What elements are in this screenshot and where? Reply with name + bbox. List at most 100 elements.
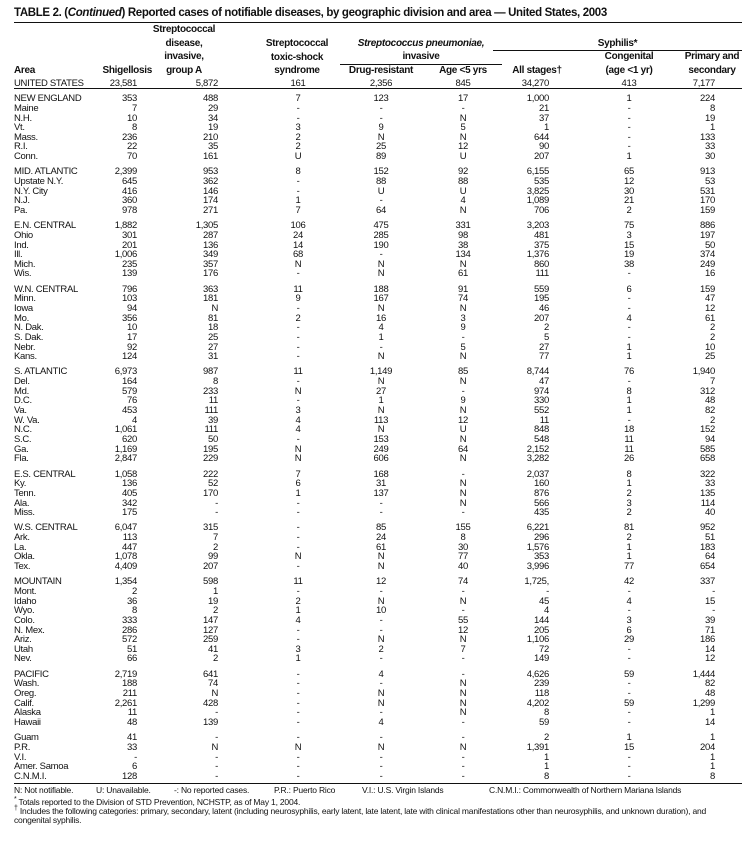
bottom-rule xyxy=(14,782,742,784)
cell-shigellosis: 201 xyxy=(122,239,137,251)
cell-strep-tss: - xyxy=(296,395,300,407)
division-row: W.N. CENTRAL 796 363 11 188 91 559 6 159 xyxy=(0,283,755,295)
cell-syphilis-primary-secondary: 19 xyxy=(705,112,715,124)
cell-shigellosis: 360 xyxy=(122,195,137,207)
cell-syphilis-congenital: - xyxy=(627,716,631,728)
cell-syphilis-all-stages: 1,725, xyxy=(524,576,549,588)
header-line: group A xyxy=(166,64,202,76)
table-row: P.R. 33 N N N N 1,391 15 204 xyxy=(0,741,755,753)
table-row: Ky. 136 52 6 31 N 160 1 33 xyxy=(0,479,755,489)
cell-area: Ga. xyxy=(14,443,29,455)
division-row: W.S. CENTRAL 6,047 315 - 85 155 6,221 81 952 xyxy=(0,523,755,533)
cell-strep-tss: - xyxy=(296,522,300,534)
cell-syphilis-congenital: 1 xyxy=(626,732,632,744)
table-row: N. Mex. 286 127 - - 12 205 6 71 xyxy=(0,624,755,636)
cell-syphilis-primary-secondary: 114 xyxy=(700,497,716,509)
cell-syphilis-all-stages: 1,089 xyxy=(526,195,550,207)
cell-syphilis-congenital: 2 xyxy=(626,487,632,499)
cell-syphilis-all-stages: 111 xyxy=(535,268,549,280)
cell-drug-resistant: 1,149 xyxy=(369,366,393,378)
cell-drug-resistant: 27 xyxy=(376,385,386,397)
cell-syphilis-congenital: - xyxy=(627,707,631,719)
cell-syphilis-all-stages: 860 xyxy=(534,258,549,270)
cell-syphilis-primary-secondary: 8 xyxy=(710,102,715,114)
cell-strep-a: 287 xyxy=(203,229,218,241)
cell-strep-a: 19 xyxy=(208,122,218,134)
cell-area: Del. xyxy=(14,376,30,388)
cell-shigellosis: 1,058 xyxy=(114,468,138,480)
cell-syphilis-congenital: - xyxy=(627,414,631,426)
cell-strep-tss: - xyxy=(296,624,300,636)
cell-shigellosis: 76 xyxy=(127,395,137,407)
cell-syphilis-all-stages: 296 xyxy=(534,532,549,543)
table-row: La. 447 2 - 61 30 1,576 1 183 xyxy=(0,541,755,553)
cell-shigellosis: 333 xyxy=(122,614,137,626)
cell-drug-resistant: 4 xyxy=(378,716,384,728)
cell-area: Mass. xyxy=(14,131,38,143)
cell-age-under-5: - xyxy=(461,653,465,665)
cell-area: W. Va. xyxy=(14,414,40,426)
header-line: toxic-shock xyxy=(270,51,324,63)
cell-strep-tss: 11 xyxy=(293,366,303,378)
cell-shigellosis: 2,399 xyxy=(114,166,138,178)
cell-strep-a: 136 xyxy=(203,239,218,251)
cell-strep-a: 27 xyxy=(208,341,218,353)
cell-strep-tss: 2 xyxy=(295,131,301,143)
cell-drug-resistant: 1 xyxy=(378,331,384,343)
cell-syphilis-all-stages: 1 xyxy=(544,122,549,134)
cell-syphilis-all-stages: 1 xyxy=(544,761,549,773)
cell-age-under-5: - xyxy=(461,770,465,782)
cell-syphilis-all-stages: 8 xyxy=(544,707,549,719)
cell-strep-tss: 4 xyxy=(295,424,301,436)
cell-shigellosis: 356 xyxy=(122,312,137,324)
cell-shigellosis: 10 xyxy=(127,322,137,334)
cell-strep-tss: - xyxy=(296,561,300,572)
footnote-legend: N: Not notifiable. U: Unavailable. -: No… xyxy=(14,785,744,796)
cell-age-under-5: N xyxy=(459,112,467,124)
dagger-mark: † xyxy=(14,804,18,812)
cell-syphilis-congenital: 65 xyxy=(624,166,634,178)
cell-strep-tss: 4 xyxy=(295,614,301,626)
cell-age-under-5: N xyxy=(459,258,467,270)
cell-strep-a: 39 xyxy=(208,414,218,426)
cell-strep-a: 363 xyxy=(203,283,218,295)
cell-syphilis-primary-secondary: 658 xyxy=(700,453,715,465)
table-row: Upstate N.Y. 645 362 - 88 88 535 12 53 xyxy=(0,177,755,187)
cell-strep-tss: 161 xyxy=(290,78,306,89)
cell-strep-tss: - xyxy=(296,541,300,553)
cell-syphilis-congenital: 59 xyxy=(624,668,634,680)
cell-shigellosis: 1,882 xyxy=(114,220,138,232)
cell-syphilis-congenital: 1 xyxy=(626,395,632,407)
division-row: S. ATLANTIC 6,973 987 11 1,149 85 8,744 76 1,940 xyxy=(0,367,755,377)
cell-syphilis-all-stages: 1,000 xyxy=(526,93,550,105)
cell-syphilis-all-stages: 46 xyxy=(539,302,549,314)
cell-strep-a: 18 xyxy=(208,322,218,334)
table-row: Hawaii 48 139 - 4 - 59 - 14 xyxy=(0,716,755,728)
cell-strep-tss: 3 xyxy=(295,643,301,655)
cell-shigellosis: 301 xyxy=(122,229,137,241)
cell-area: Wyo. xyxy=(14,605,35,617)
cell-area: Ky. xyxy=(14,478,27,490)
cell-strep-a: - xyxy=(215,497,218,509)
table-row: Kans. 124 31 - N N 77 1 25 xyxy=(0,352,755,362)
cell-shigellosis: 92 xyxy=(127,341,137,353)
cell-drug-resistant: N xyxy=(377,634,385,646)
cell-syphilis-all-stages: 1,376 xyxy=(526,249,550,261)
cell-drug-resistant: N xyxy=(377,741,385,753)
cell-strep-a: 146 xyxy=(203,185,218,197)
table-row: R.I. 22 35 2 25 12 90 - 33 xyxy=(0,142,755,152)
syphilis-rule xyxy=(493,50,742,51)
cell-strep-a: - xyxy=(215,707,218,719)
cell-area: S. ATLANTIC xyxy=(14,366,68,378)
cell-strep-tss: 11 xyxy=(293,576,303,588)
cell-syphilis-all-stages: 5 xyxy=(544,331,549,343)
cell-drug-resistant: N xyxy=(377,405,385,416)
table-row: Conn. 70 161 U 89 U 207 1 30 xyxy=(0,152,755,162)
cell-area: Okla. xyxy=(14,551,35,563)
cell-age-under-5: 845 xyxy=(455,78,471,89)
cell-syphilis-congenital: 1 xyxy=(626,541,632,553)
cell-syphilis-primary-secondary: 224 xyxy=(700,93,715,105)
cell-age-under-5: 4 xyxy=(460,195,466,207)
cell-shigellosis: 405 xyxy=(122,487,137,499)
cell-strep-a: 25 xyxy=(208,331,218,343)
